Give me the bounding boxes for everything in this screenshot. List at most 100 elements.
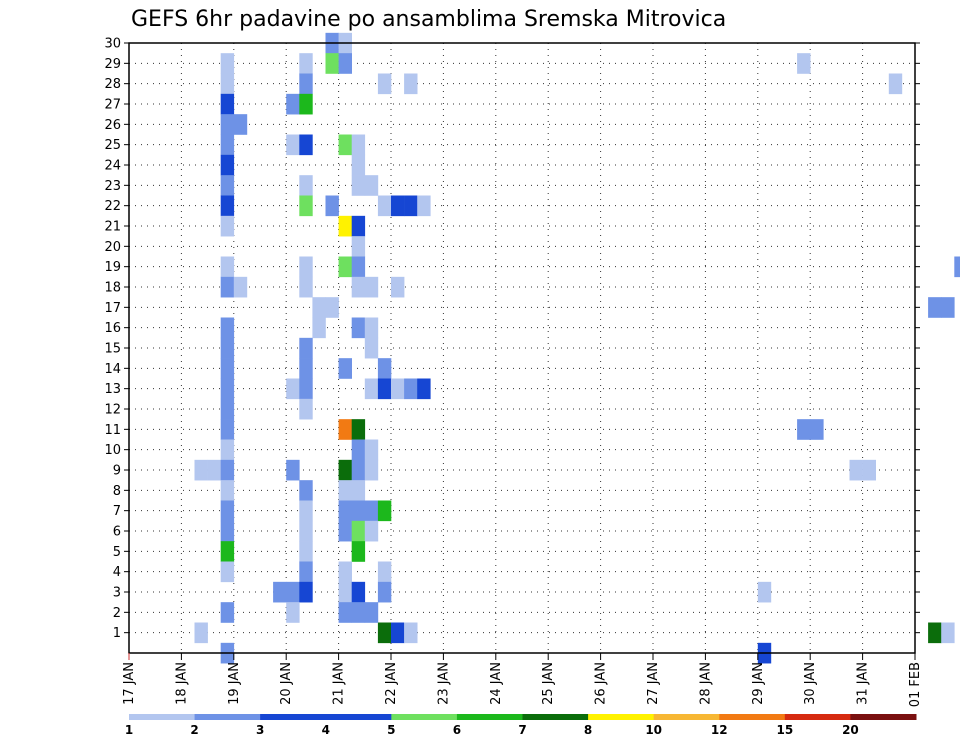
y-tick-label: 2 (113, 606, 121, 621)
precip-cell (299, 93, 313, 115)
y-tick-label: 4 (113, 565, 121, 580)
y-tick-label: 14 (104, 362, 121, 377)
precip-cell (338, 602, 352, 623)
precip-cell (941, 622, 955, 644)
precip-cell (797, 419, 811, 440)
precip-cell (338, 215, 352, 237)
colorbar-swatch (653, 714, 720, 720)
precip-cell (299, 480, 313, 501)
precip-cell (364, 459, 379, 481)
precip-cell (351, 134, 366, 156)
grid-lines (129, 43, 915, 653)
precip-cell (338, 561, 352, 583)
precip-cell (351, 215, 366, 237)
colorbar-swatch (456, 714, 523, 720)
precip-cell (338, 134, 352, 156)
precip-cell (888, 73, 903, 95)
precip-cell (286, 93, 300, 115)
x-tick-label: 27 JAN (646, 662, 661, 705)
precip-cell (220, 93, 235, 115)
precip-cell (351, 581, 366, 603)
precip-cell (299, 73, 313, 95)
precip-cell (810, 419, 824, 440)
precip-cell (954, 256, 960, 278)
precip-cell (299, 53, 313, 74)
precip-cell (351, 175, 366, 196)
precip-cell (299, 581, 313, 603)
colorbar-swatch (784, 714, 851, 720)
colorbar-swatch (129, 714, 196, 720)
x-tick-label: 26 JAN (594, 662, 609, 705)
y-tick-label: 28 (104, 77, 121, 92)
colorbar-label: 20 (842, 723, 859, 737)
precip-cell (325, 297, 339, 318)
y-tick-label: 9 (113, 464, 121, 479)
y-tick-label: 25 (104, 138, 121, 153)
colorbar-swatch (194, 714, 261, 720)
precip-cell (299, 276, 313, 298)
precip-cell (220, 358, 235, 379)
precip-cell (351, 602, 366, 623)
y-tick-label: 20 (104, 240, 121, 255)
y-tick-label: 24 (104, 159, 121, 174)
precip-cell (338, 53, 352, 74)
y-tick-label: 15 (104, 342, 121, 357)
precip-cell (194, 459, 208, 481)
colorbar-swatch (325, 714, 392, 720)
colorbar-swatch (850, 714, 917, 720)
precip-cell (417, 378, 431, 400)
precip-cell (338, 520, 352, 542)
precip-cell (220, 175, 235, 196)
precip-cell (312, 297, 326, 318)
precip-cell (220, 337, 235, 359)
precip-cell (391, 622, 405, 644)
precip-cell (377, 358, 392, 379)
x-tick-label: 31 JAN (856, 662, 871, 705)
precip-cell (220, 541, 235, 562)
x-tick-label: 24 JAN (489, 662, 504, 705)
precip-cell (338, 480, 352, 501)
precip-cell (299, 398, 313, 420)
precip-cell (233, 276, 248, 298)
colorbar-label: 6 (453, 723, 461, 737)
precip-cell (220, 398, 235, 420)
precip-cell (220, 134, 235, 156)
precip-cell (220, 459, 235, 481)
precip-cell (404, 378, 418, 400)
y-tick-label: 12 (104, 403, 121, 418)
precip-cell (404, 195, 418, 217)
colorbar-swatch (391, 714, 458, 720)
y-tick-label: 11 (104, 423, 121, 438)
precip-cell (194, 622, 208, 644)
precip-cell (351, 236, 366, 257)
precip-cell (299, 378, 313, 400)
y-tick-label: 6 (113, 525, 121, 540)
data-cells (194, 32, 960, 664)
colorbar-swatch (522, 714, 589, 720)
precip-cell (207, 459, 221, 481)
x-tick-label: 22 JAN (384, 662, 399, 705)
precip-cell (220, 73, 235, 95)
precip-cell (220, 215, 235, 237)
precip-cell (220, 195, 235, 217)
y-tick-label: 30 (104, 37, 121, 52)
precip-cell (338, 419, 352, 440)
precip-cell (941, 297, 955, 318)
x-tick-label: 25 JAN (541, 662, 556, 705)
precip-cell (364, 378, 379, 400)
precip-cell (351, 419, 366, 440)
precip-cell (338, 581, 352, 603)
y-tick-label: 22 (104, 199, 121, 214)
precip-cell (417, 195, 431, 217)
colorbar-label: 1 (125, 723, 133, 737)
y-tick-label: 19 (104, 260, 121, 275)
x-tick-label: 23 JAN (436, 662, 451, 705)
precip-cell (391, 378, 405, 400)
precip-cell (862, 459, 876, 481)
precip-cell (286, 581, 300, 603)
precip-cell (299, 500, 313, 522)
y-tick-label: 23 (104, 179, 121, 194)
precip-cell (273, 581, 287, 603)
precip-cell (364, 276, 379, 298)
precip-cell (286, 134, 300, 156)
